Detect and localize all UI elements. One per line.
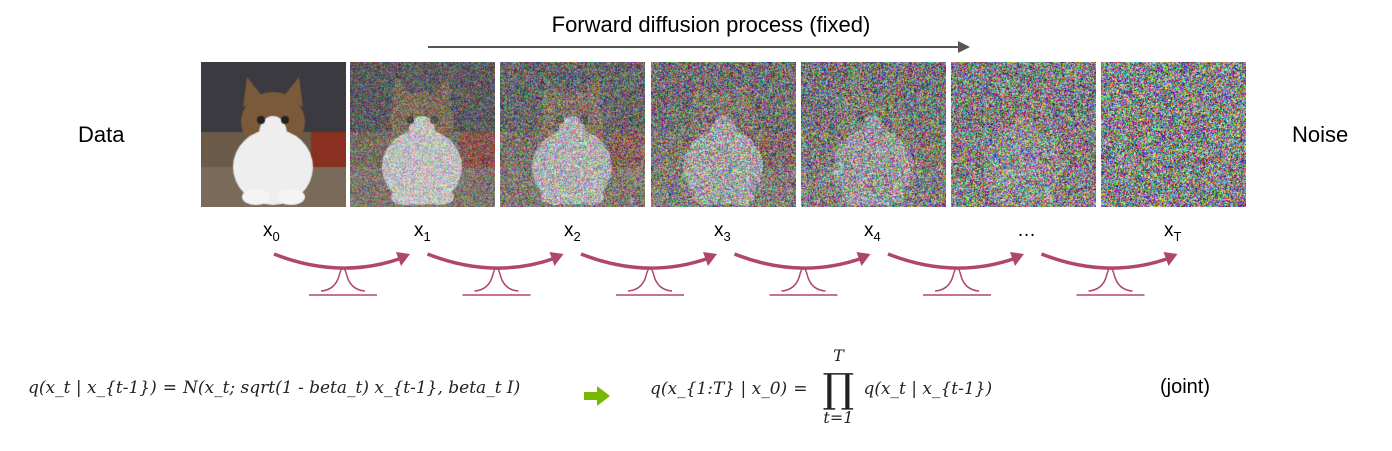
step-label-text: x (1164, 220, 1174, 241)
step-formula-rhs: N(x_t; sqrt(1 - beta_t) x_{t-1}, beta_t … (183, 378, 520, 398)
gaussian-curve-icon (782, 268, 826, 291)
step-label-text: x (714, 220, 724, 241)
noise-label: Noise (1292, 122, 1348, 148)
joint-formula-equals: = (793, 379, 807, 399)
step-formula: q(x_t | x_{t-1}) = N(x_t; sqrt(1 - beta_t)… (28, 378, 520, 398)
transition-arrow (1042, 254, 1170, 268)
step-formula-lhs: q(x_t | x_{t-1}) (28, 378, 157, 398)
product-symbol-icon: ∏ (823, 366, 855, 412)
joint-formula: q(x_{1:T} | x_0) = T ∏ t=1 q(x_t | x_{t-1}) (650, 372, 992, 407)
implies-arrow-icon (584, 386, 612, 406)
transition-arrow (428, 254, 556, 268)
transition-arrow (581, 254, 709, 268)
step-label-text: x (564, 220, 574, 241)
joint-label: (joint) (1160, 376, 1210, 399)
step-label-text: x (414, 220, 424, 241)
transition-arrow (888, 254, 1016, 268)
gaussian-curve-icon (321, 268, 365, 291)
step-label-text: x (263, 220, 273, 241)
gaussian-curve-icon (935, 268, 979, 291)
product-lower-limit: t=1 (807, 408, 869, 427)
diffusion-image-0 (201, 62, 346, 207)
gaussian-curve-icon (1089, 268, 1133, 291)
gaussian-curve-icon (475, 268, 519, 291)
diagram-title: Forward diffusion process (fixed) (0, 12, 1392, 38)
transition-arrow (735, 254, 863, 268)
diffusion-image-5 (951, 62, 1096, 207)
transition-arrow (274, 254, 402, 268)
joint-formula-lhs: q(x_{1:T} | x_0) (650, 379, 787, 399)
diffusion-image-4 (801, 62, 946, 207)
step-formula-equals: = (163, 378, 177, 398)
diffusion-image-3 (651, 62, 796, 207)
product-operator: T ∏ t=1 (813, 372, 863, 407)
joint-formula-rhs: q(x_t | x_{t-1}) (863, 379, 992, 399)
product-upper-limit: T (813, 346, 863, 365)
data-label: Data (78, 122, 124, 148)
diffusion-image-6 (1101, 62, 1246, 207)
diffusion-image-1 (350, 62, 495, 207)
transition-arrows (0, 240, 1392, 325)
gaussian-curve-icon (628, 268, 672, 291)
step-label-text: … (1017, 220, 1036, 241)
forward-process-arrow (428, 38, 973, 58)
step-label-text: x (864, 220, 874, 241)
diffusion-image-2 (500, 62, 645, 207)
